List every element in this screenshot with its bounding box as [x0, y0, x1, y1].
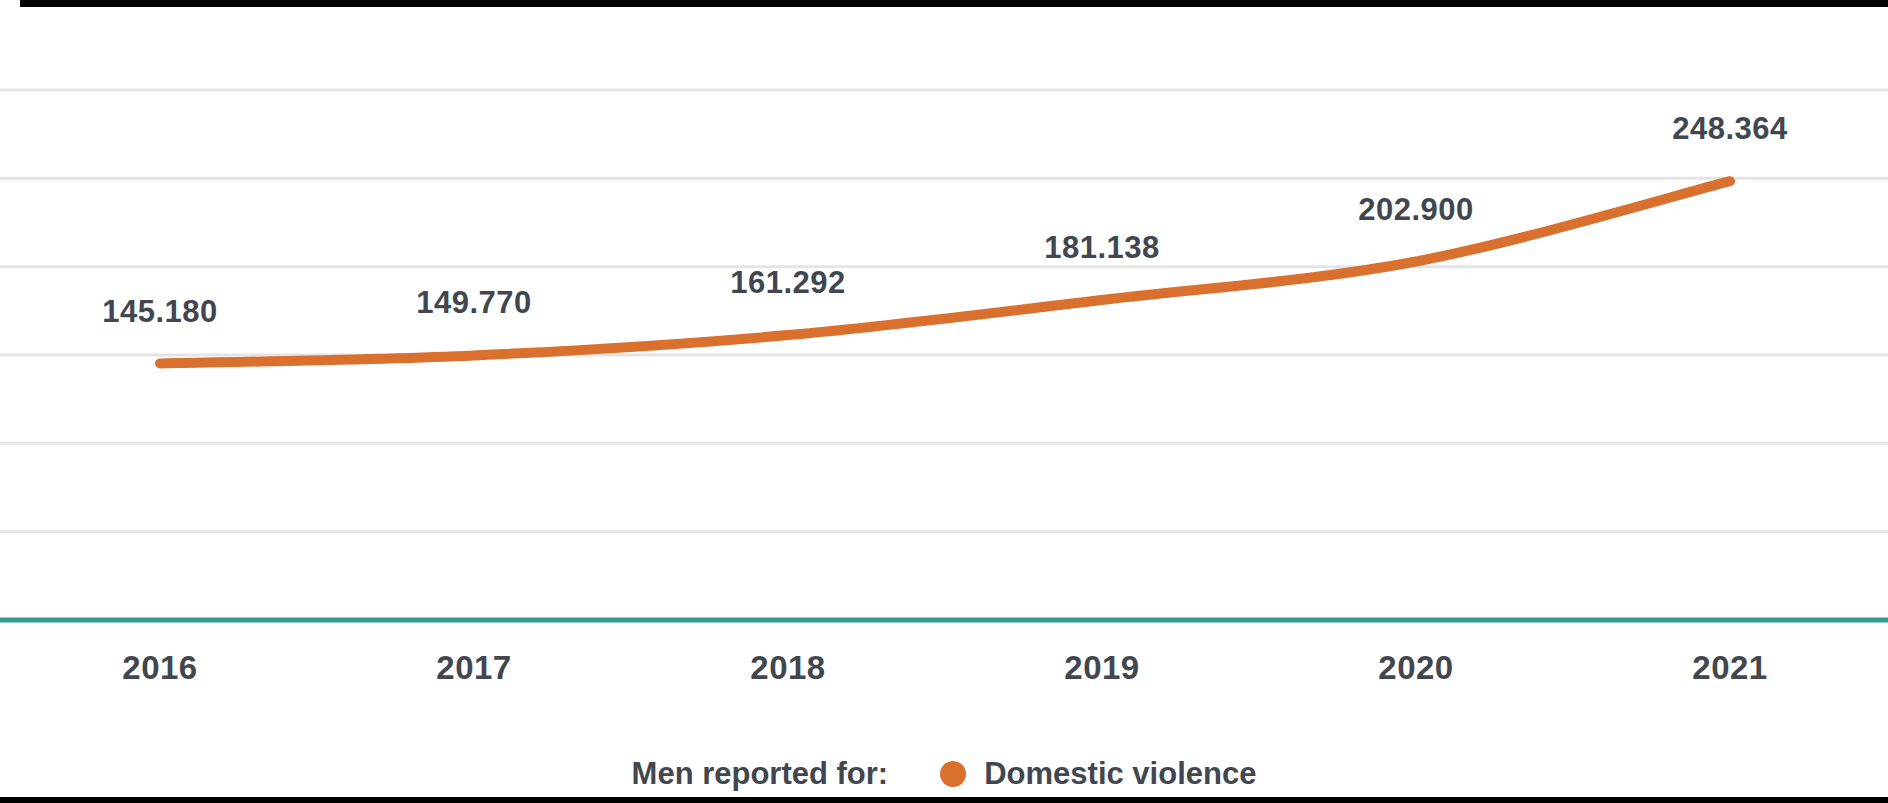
- legend-item-label: Domestic violence: [984, 756, 1256, 792]
- line-chart: [0, 0, 1888, 803]
- x-tick-2019: 2019: [1064, 649, 1139, 687]
- legend-dot-icon: [940, 761, 966, 787]
- gridlines: [0, 90, 1888, 532]
- point-label-2017: 149.770: [416, 285, 532, 321]
- x-tick-2020: 2020: [1378, 649, 1453, 687]
- x-tick-2021: 2021: [1692, 649, 1767, 687]
- legend: Men reported for: Domestic violence: [0, 756, 1888, 792]
- point-label-2018: 161.292: [730, 265, 846, 301]
- x-tick-2017: 2017: [436, 649, 511, 687]
- point-label-2016: 145.180: [102, 294, 218, 330]
- chart-canvas: 145.180 149.770 161.292 181.138 202.900 …: [0, 0, 1888, 803]
- point-label-2021: 248.364: [1672, 111, 1788, 147]
- point-label-2019: 181.138: [1044, 230, 1160, 266]
- x-tick-2018: 2018: [750, 649, 825, 687]
- bottom-frame-bar: [0, 797, 1888, 803]
- x-tick-2016: 2016: [122, 649, 197, 687]
- legend-prefix-label: Men reported for:: [632, 756, 889, 792]
- point-label-2020: 202.900: [1358, 192, 1474, 228]
- series-line-domestic-violence: [160, 181, 1730, 363]
